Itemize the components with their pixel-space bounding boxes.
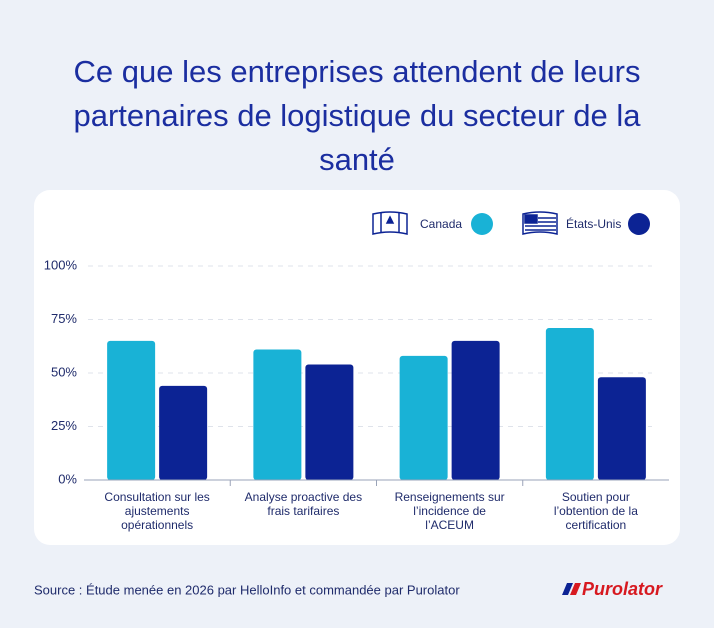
- us-flag: [522, 211, 558, 235]
- legend-label: Canada: [420, 217, 462, 231]
- legend-marker: [471, 213, 493, 235]
- y-tick-label: 25%: [51, 418, 77, 433]
- x-tick-label: Soutien pour l’obtention de la certifica…: [553, 490, 638, 532]
- y-tick-label: 0%: [58, 471, 77, 486]
- bar: [305, 364, 354, 480]
- chart-title: Ce que les entreprises attendent de leur…: [73, 54, 641, 177]
- x-tick-label: Renseignements sur l’incidence de l’ACEU…: [394, 490, 505, 532]
- bar: [107, 340, 156, 480]
- source: Source : Étude menée en 2026 par HelloIn…: [34, 582, 460, 597]
- logo-stripes: [562, 583, 581, 595]
- bar: [597, 377, 646, 480]
- bar: [545, 328, 594, 480]
- x-tick-label: Consultation sur les ajustements opérati…: [104, 490, 210, 532]
- y-tick-label: 50%: [51, 364, 77, 379]
- y-tick-label: 75%: [51, 311, 77, 326]
- legend-label: États-Unis: [566, 216, 621, 231]
- bar: [451, 340, 500, 480]
- canada-flag: [372, 211, 408, 235]
- y-tick-label: 100%: [44, 257, 78, 272]
- bar: [159, 385, 208, 480]
- legend-marker: [628, 213, 650, 235]
- logo: Purolator: [582, 579, 663, 599]
- x-tick-label: Analyse proactive des frais tarifaires: [244, 490, 363, 518]
- bar: [399, 355, 448, 480]
- bar: [253, 349, 302, 480]
